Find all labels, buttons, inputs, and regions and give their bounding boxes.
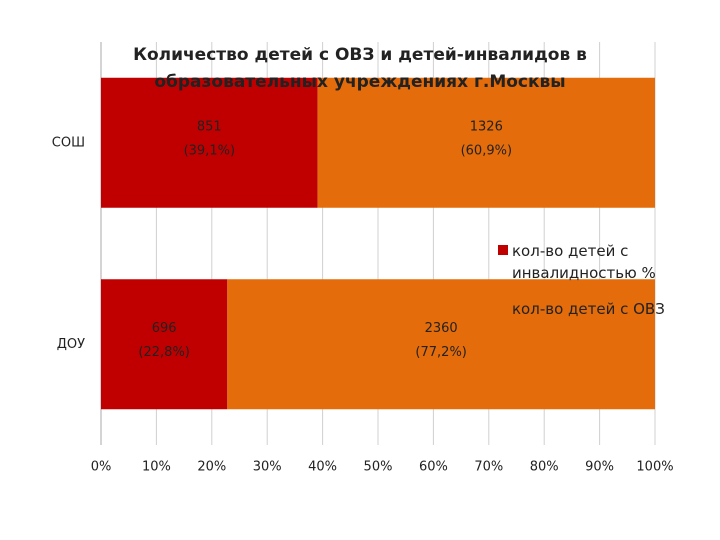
x-tick-label: 0% — [91, 460, 112, 475]
data-label: (77,2%) — [415, 345, 466, 360]
legend-label: кол-во детей с инвалидностью % — [512, 242, 656, 282]
bar-segment — [317, 77, 655, 208]
data-label: (60,9%) — [461, 143, 512, 158]
legend-swatch — [498, 245, 508, 255]
legend-entry: кол-во детей с инвалидностью % — [498, 240, 692, 284]
x-tick-label: 30% — [253, 460, 282, 475]
bar-segment — [227, 279, 655, 410]
y-tick-label: ДОУ — [57, 337, 85, 352]
data-label: (39,1%) — [184, 143, 235, 158]
x-tick-label: 100% — [636, 460, 673, 475]
data-label: 696 — [152, 321, 177, 336]
x-tick-label: 50% — [364, 460, 393, 475]
data-label: 851 — [197, 119, 222, 134]
x-tick-label: 20% — [197, 460, 226, 475]
chart-title: Количество детей с ОВЗ и детей-инвалидов… — [133, 45, 587, 92]
x-tick-label: 40% — [308, 460, 337, 475]
x-tick-label: 10% — [142, 460, 171, 475]
legend-entry: кол-во детей с ОВЗ — [498, 298, 692, 320]
y-tick-label: СОШ — [52, 135, 85, 150]
legend-swatch — [498, 303, 508, 313]
data-label: 2360 — [425, 321, 458, 336]
x-tick-label: 70% — [474, 460, 503, 475]
bar-segment — [101, 77, 318, 208]
legend-label: кол-во детей с ОВЗ — [512, 300, 665, 318]
bar-segment — [101, 279, 228, 410]
data-label: 1326 — [470, 119, 503, 134]
x-tick-label: 80% — [530, 460, 559, 475]
x-tick-label: 90% — [585, 460, 614, 475]
data-label: (22,8%) — [138, 345, 189, 360]
x-tick-label: 60% — [419, 460, 448, 475]
